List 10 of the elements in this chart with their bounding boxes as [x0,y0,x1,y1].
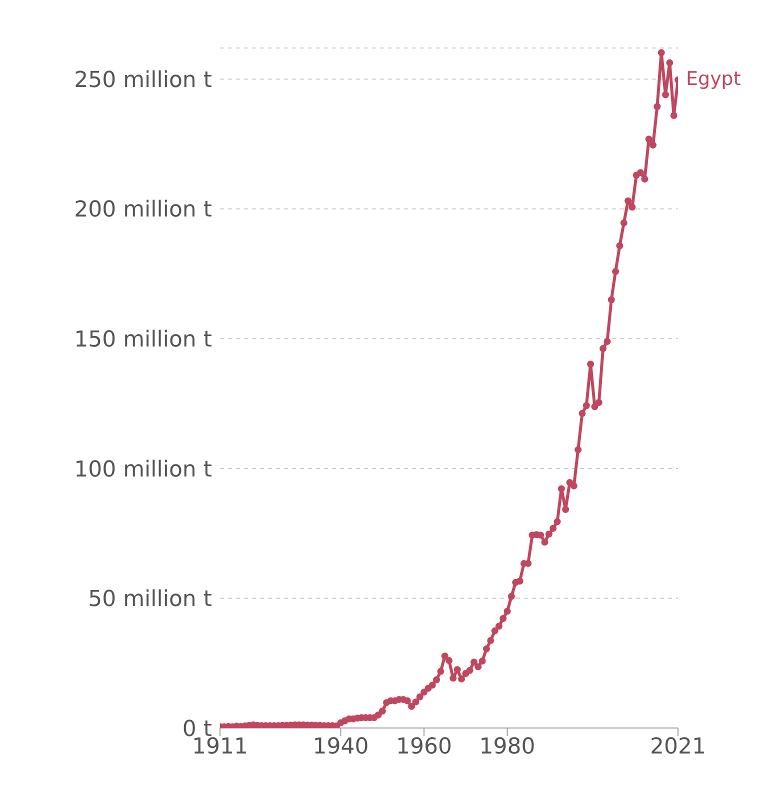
x-tick-label: 2021 [650,734,706,760]
y-tick-label: 200 million t [74,198,212,223]
y-tick-label: 150 million t [74,327,212,352]
y-tick-label: 250 million t [74,68,212,93]
x-tick-label: 1980 [479,734,536,760]
x-tick-label: 1940 [312,734,369,760]
y-tick-label: 100 million t [74,457,212,482]
y-tick-label: 50 million t [88,587,212,612]
x-tick-label: 1960 [396,734,452,760]
series-label: Egypt [686,68,741,90]
